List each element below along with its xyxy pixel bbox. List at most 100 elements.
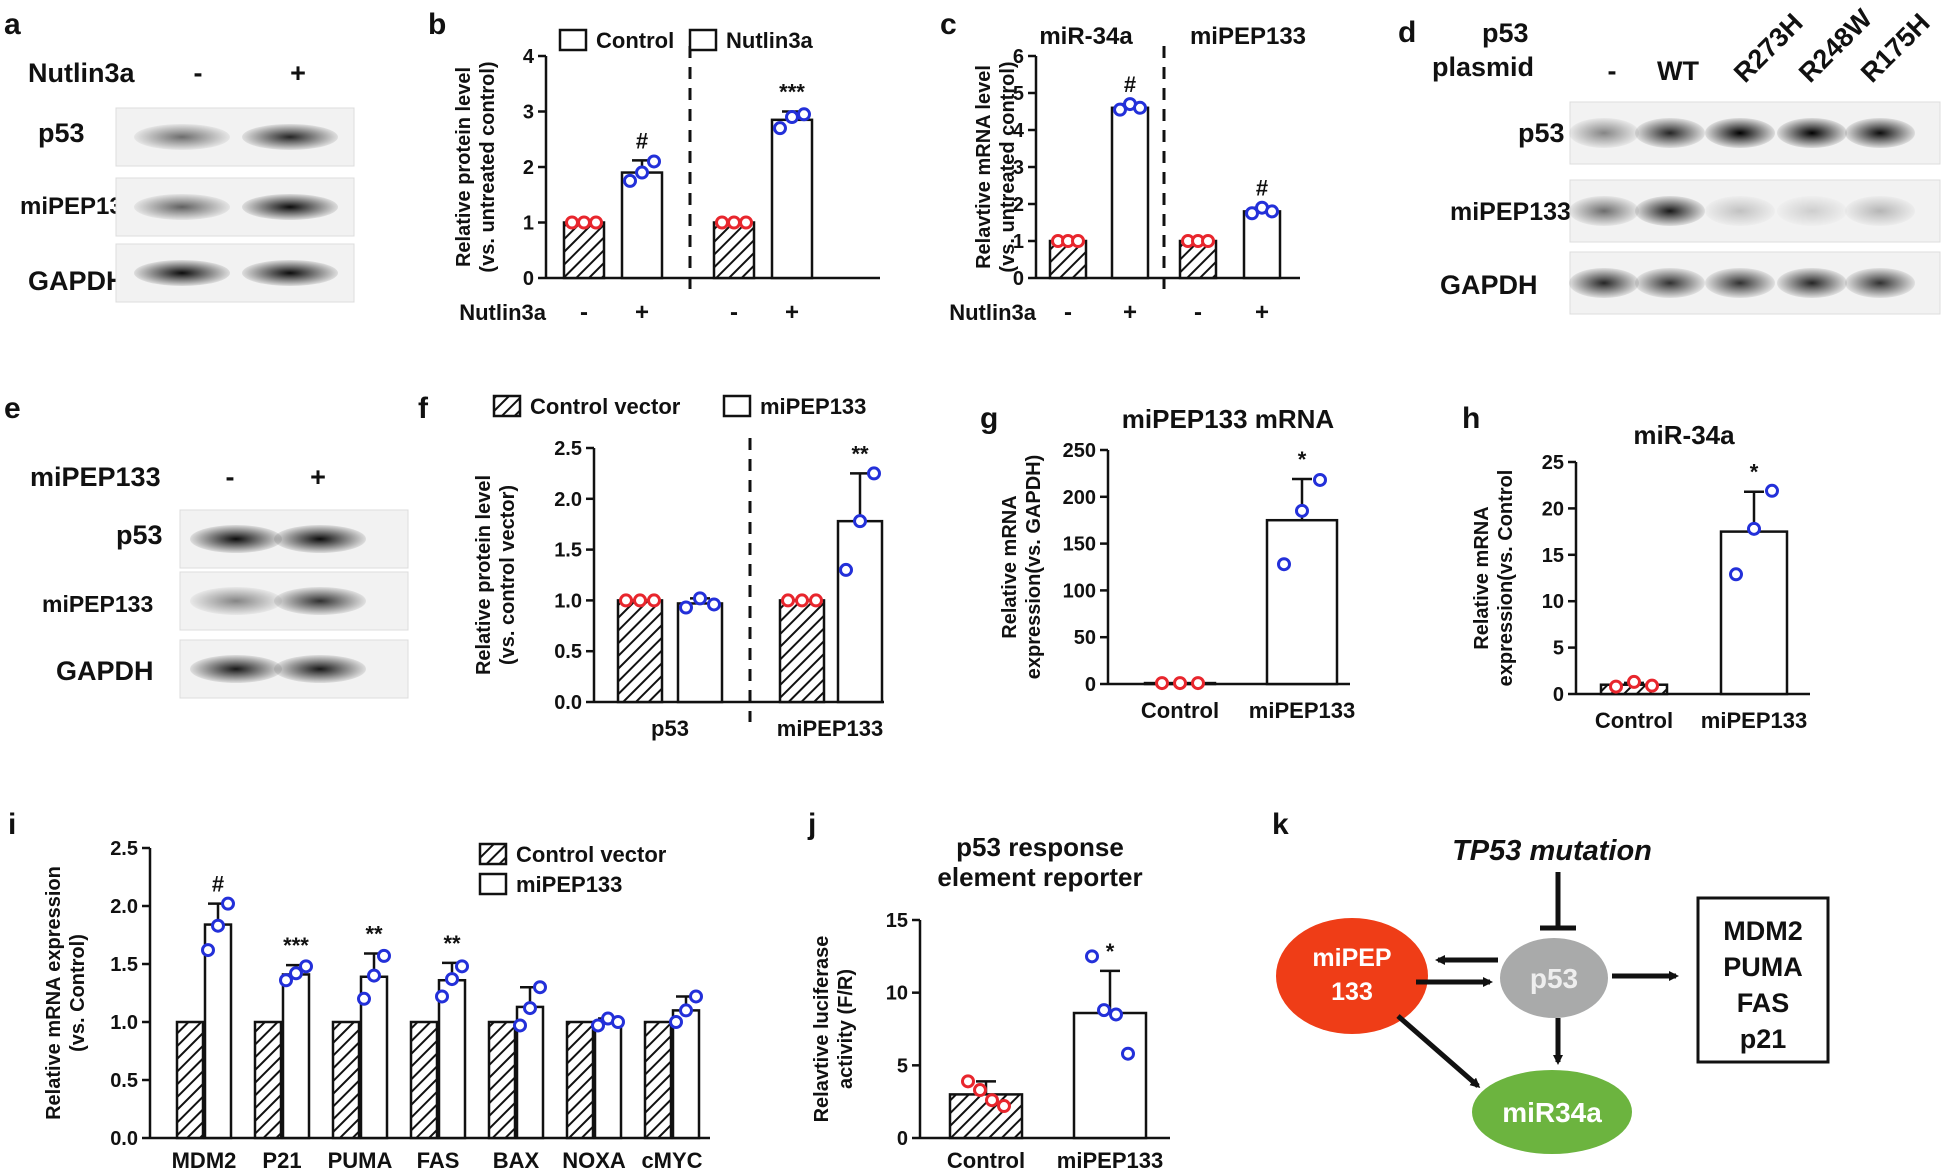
y-tick-label: 2 <box>1013 194 1024 216</box>
y-axis-label: (vs. untreated control) <box>997 61 1019 272</box>
panel-d-header-line2: plasmid <box>1432 52 1534 82</box>
data-point <box>647 593 661 608</box>
significance-label: *** <box>779 80 805 105</box>
blot-band <box>190 655 282 683</box>
bar <box>253 1020 283 1140</box>
data-point <box>1765 483 1779 498</box>
x-sign-label: + <box>785 299 799 326</box>
y-tick-label: 2.5 <box>110 838 138 860</box>
data-point <box>221 896 235 911</box>
bar <box>676 602 724 704</box>
blot-band <box>190 587 282 615</box>
panel-c-letter: c <box>940 8 957 41</box>
panel-a-sign-plus: + <box>290 58 306 88</box>
data-point <box>1201 234 1215 248</box>
blot-d <box>1569 101 1941 315</box>
legend-swatch <box>558 28 588 52</box>
chart-title: miPEP133 mRNA <box>1122 404 1335 434</box>
y-tick-label: 3 <box>1013 157 1024 179</box>
y-tick-label: 3 <box>523 102 534 124</box>
panel-e-row-label: GAPDH <box>56 656 154 686</box>
data-point <box>797 107 811 122</box>
y-tick-label: 0 <box>1013 268 1024 290</box>
data-point <box>985 1093 999 1108</box>
bar <box>487 1020 517 1140</box>
y-axis-label: Relative protein level <box>453 67 475 267</box>
group-title: miR-34a <box>1039 23 1133 50</box>
bar <box>616 599 664 704</box>
blot-band <box>1777 118 1847 148</box>
y-axis-label: Relative mRNA <box>999 495 1021 638</box>
data-point <box>715 215 729 230</box>
y-tick-label: 0 <box>897 1128 908 1150</box>
data-point <box>1155 676 1169 691</box>
x-category-label: p53 <box>651 716 689 741</box>
significance-label: ** <box>851 441 869 466</box>
blot-band <box>242 194 338 220</box>
blot-band <box>1569 196 1639 226</box>
blot-band <box>1777 196 1847 226</box>
legend-label: Nutlin3a <box>726 28 814 53</box>
bar <box>593 1020 623 1140</box>
bar <box>437 978 467 1140</box>
y-axis-label: Relative mRNA expression <box>43 866 65 1120</box>
significance-label: # <box>212 872 224 897</box>
y-tick-label: 0.5 <box>110 1070 138 1092</box>
data-point <box>1295 503 1309 518</box>
panel-e-treatment-label: miPEP133 <box>30 462 161 492</box>
panel-i-letter: i <box>8 808 16 841</box>
y-axis-label: (vs. untreated control) <box>477 61 499 272</box>
data-point <box>1113 102 1127 117</box>
data-point <box>289 966 303 981</box>
data-point <box>299 959 313 974</box>
blot-band <box>1705 118 1775 148</box>
panel-d-letter: d <box>1398 16 1416 49</box>
data-point <box>1313 472 1327 487</box>
data-point <box>577 215 591 230</box>
x-category-label: MDM2 <box>172 1148 237 1173</box>
chart-i: 0.0 0.5 1.0 1.5 2.0 2.5 Relative mRNA expressi… <box>43 838 710 1173</box>
y-tick-label: 2.0 <box>554 489 582 511</box>
data-point <box>633 593 647 608</box>
panel-d-lane-label: WT <box>1657 56 1699 86</box>
data-point <box>647 154 661 169</box>
legend-label: Control vector <box>516 842 667 867</box>
legend-label: miPEP133 <box>760 394 866 419</box>
x-category-label: miPEP133 <box>777 716 883 741</box>
y-tick-label: 0.0 <box>554 692 582 714</box>
data-point <box>853 514 867 529</box>
bar <box>778 599 826 704</box>
bar <box>643 1020 673 1140</box>
x-category-label: FAS <box>417 1148 460 1173</box>
y-tick-label: 25 <box>1542 452 1564 474</box>
data-point <box>707 597 721 612</box>
blot-band <box>274 525 366 553</box>
x-category-label: Control <box>1141 698 1219 723</box>
data-point <box>523 1001 537 1016</box>
data-point <box>785 110 799 125</box>
blot-band <box>134 260 230 286</box>
bar <box>712 221 756 280</box>
panel-g-letter: g <box>980 402 998 435</box>
y-tick-label: 1 <box>1013 231 1024 253</box>
data-point <box>1109 1007 1123 1022</box>
data-point <box>839 562 853 577</box>
data-point <box>1121 1046 1135 1061</box>
data-point <box>809 593 823 608</box>
tp53-mutation-label: TP53 mutation <box>1452 835 1652 867</box>
data-point <box>279 973 293 988</box>
blot-band <box>274 587 366 615</box>
x-category-label: P21 <box>262 1148 301 1173</box>
blot-band <box>1635 118 1705 148</box>
panel-e-sign-plus: + <box>310 462 326 492</box>
y-tick-label: 10 <box>886 983 908 1005</box>
data-point <box>1173 676 1187 691</box>
x-sign-label: - <box>1064 299 1072 326</box>
significance-label: *** <box>283 933 309 958</box>
target-label: FAS <box>1737 988 1790 1018</box>
y-axis-label: Relavtive luciferase <box>811 936 833 1123</box>
y-tick-label: 0.5 <box>554 641 582 663</box>
panel-a-row-label: p53 <box>38 118 85 148</box>
bar <box>1719 530 1789 696</box>
